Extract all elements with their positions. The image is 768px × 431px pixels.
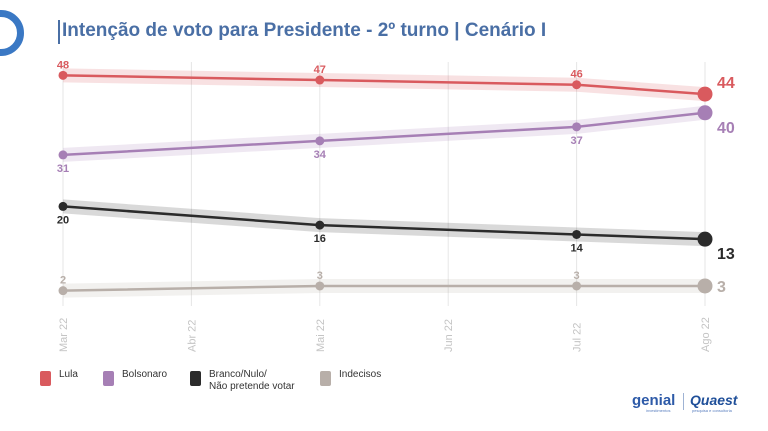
data-point	[58, 150, 68, 160]
legend-label: Indecisos	[339, 369, 382, 380]
series-line	[62, 111, 706, 157]
data-label: 3	[574, 270, 580, 282]
data-point	[572, 80, 582, 90]
legend-label: Bolsonaro	[122, 369, 168, 380]
data-label: 31	[57, 163, 69, 175]
x-tick-label: Abr 22	[186, 320, 198, 352]
legend-swatch	[190, 371, 201, 386]
legend-label: Branco/Nulo/ Não pretende votar	[209, 369, 295, 392]
data-point	[572, 229, 582, 239]
data-point	[315, 75, 325, 85]
data-point	[58, 286, 68, 296]
series-points	[58, 70, 713, 296]
chart-gridlines	[62, 62, 706, 306]
confidence-bands	[63, 68, 705, 298]
chart-title: Intenção de voto para Presidente - 2º tu…	[62, 20, 547, 41]
data-label: 34	[314, 149, 327, 161]
x-axis-ticks: Mar 22 Abr 22 Mai 22 Jun 22 Jul 22 Ago 22	[58, 317, 712, 352]
data-point	[697, 86, 713, 102]
data-point	[697, 278, 713, 294]
data-label: 3	[717, 279, 726, 296]
data-label: 40	[717, 120, 735, 137]
confidence-band	[63, 105, 705, 162]
series-line	[62, 205, 706, 241]
legend-swatch	[40, 371, 51, 386]
quaest-logo: Quaest	[690, 392, 738, 408]
legend-item: Branco/Nulo/ Não pretende votar	[190, 369, 295, 393]
data-point	[572, 122, 582, 132]
legend-item: Lula	[40, 369, 78, 386]
genial-logo: genial	[632, 392, 676, 409]
genial-logo-sub: investimentos	[646, 408, 671, 413]
data-label: 46	[570, 69, 582, 81]
data-labels: 48 47 46 44 31 34 37 40 20 16 14 13 2 3 3 3	[57, 59, 735, 296]
data-point	[572, 281, 582, 291]
data-point	[315, 136, 325, 146]
data-point	[58, 201, 68, 211]
chart-legend: Lula Bolsonaro Branco/Nulo/ Não pretende v…	[0, 366, 768, 406]
x-tick-label: Jun 22	[443, 319, 455, 352]
data-label: 44	[717, 75, 735, 92]
legend-label: Lula	[59, 369, 78, 380]
data-label: 2	[60, 275, 66, 287]
series-lines	[62, 74, 706, 292]
data-label: 3	[317, 270, 323, 282]
brand-separator	[683, 393, 684, 410]
series-line	[62, 284, 705, 292]
legend-item: Bolsonaro	[103, 369, 167, 386]
confidence-band	[63, 199, 705, 247]
data-point	[697, 231, 713, 247]
quaest-logo-sub: pesquisa e consultoria	[692, 408, 732, 413]
data-point	[315, 281, 325, 291]
x-tick-label: Ago 22	[700, 317, 712, 352]
title-accent-bar	[58, 20, 60, 44]
data-label: 47	[314, 64, 326, 76]
x-tick-label: Jul 22	[572, 323, 584, 352]
data-point	[58, 70, 68, 80]
legend-swatch	[320, 371, 331, 386]
confidence-band	[63, 278, 705, 298]
data-label: 37	[570, 135, 582, 147]
legend-swatch	[103, 371, 114, 386]
data-point	[315, 220, 325, 230]
series-line	[62, 74, 706, 96]
data-point	[697, 105, 713, 121]
x-tick-label: Mar 22	[58, 318, 70, 352]
data-label: 13	[717, 246, 735, 263]
brand-logo-ring	[0, 10, 24, 56]
data-label: 20	[57, 214, 69, 226]
confidence-band	[63, 68, 705, 102]
x-tick-label: Mai 22	[315, 319, 327, 352]
legend-item: Indecisos	[320, 369, 381, 386]
data-label: 14	[570, 242, 583, 254]
data-label: 48	[57, 59, 69, 71]
data-label: 16	[314, 233, 326, 245]
